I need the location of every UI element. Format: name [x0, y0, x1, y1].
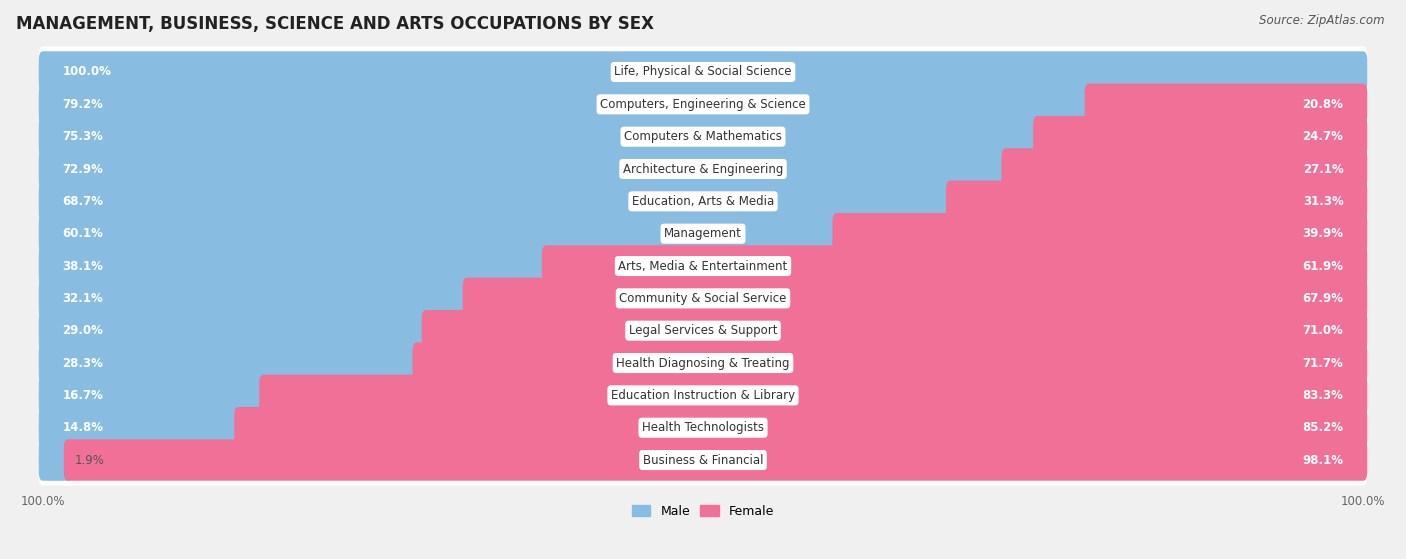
FancyBboxPatch shape — [63, 439, 1367, 481]
FancyBboxPatch shape — [832, 213, 1367, 254]
FancyBboxPatch shape — [946, 181, 1367, 222]
Text: Architecture & Engineering: Architecture & Engineering — [623, 163, 783, 176]
Text: 38.1%: 38.1% — [62, 259, 104, 273]
FancyBboxPatch shape — [39, 434, 1367, 486]
Text: 60.1%: 60.1% — [62, 227, 104, 240]
FancyBboxPatch shape — [39, 402, 1367, 453]
FancyBboxPatch shape — [39, 305, 1367, 356]
FancyBboxPatch shape — [412, 342, 1367, 383]
FancyBboxPatch shape — [39, 111, 1367, 162]
FancyBboxPatch shape — [39, 310, 430, 352]
Text: 16.7%: 16.7% — [62, 389, 104, 402]
Text: 68.7%: 68.7% — [62, 195, 104, 208]
Text: 79.2%: 79.2% — [62, 98, 104, 111]
Text: 29.0%: 29.0% — [62, 324, 104, 337]
FancyBboxPatch shape — [39, 176, 1367, 227]
Text: Arts, Media & Entertainment: Arts, Media & Entertainment — [619, 259, 787, 273]
Text: Source: ZipAtlas.com: Source: ZipAtlas.com — [1260, 14, 1385, 27]
Text: 72.9%: 72.9% — [62, 163, 104, 176]
Text: Education Instruction & Library: Education Instruction & Library — [612, 389, 794, 402]
Text: 31.3%: 31.3% — [1303, 195, 1344, 208]
FancyBboxPatch shape — [39, 144, 1367, 195]
Text: 39.9%: 39.9% — [1302, 227, 1344, 240]
FancyBboxPatch shape — [39, 278, 471, 319]
FancyBboxPatch shape — [39, 79, 1367, 130]
FancyBboxPatch shape — [39, 181, 953, 222]
Text: Health Technologists: Health Technologists — [643, 421, 763, 434]
Text: 20.8%: 20.8% — [1302, 98, 1344, 111]
FancyBboxPatch shape — [39, 116, 1040, 158]
Text: 98.1%: 98.1% — [1302, 453, 1344, 467]
FancyBboxPatch shape — [39, 84, 1092, 125]
FancyBboxPatch shape — [39, 148, 1010, 190]
FancyBboxPatch shape — [541, 245, 1367, 287]
Text: Health Diagnosing & Treating: Health Diagnosing & Treating — [616, 357, 790, 369]
Text: 27.1%: 27.1% — [1303, 163, 1344, 176]
FancyBboxPatch shape — [39, 439, 72, 481]
Text: Legal Services & Support: Legal Services & Support — [628, 324, 778, 337]
Text: 83.3%: 83.3% — [1302, 389, 1344, 402]
Text: 71.0%: 71.0% — [1303, 324, 1344, 337]
Text: Computers & Mathematics: Computers & Mathematics — [624, 130, 782, 143]
Text: 24.7%: 24.7% — [1302, 130, 1344, 143]
FancyBboxPatch shape — [39, 273, 1367, 324]
FancyBboxPatch shape — [39, 208, 1367, 259]
Legend: Male, Female: Male, Female — [627, 500, 779, 523]
FancyBboxPatch shape — [39, 46, 1367, 97]
Text: Computers, Engineering & Science: Computers, Engineering & Science — [600, 98, 806, 111]
Text: 75.3%: 75.3% — [62, 130, 104, 143]
Text: 100.0%: 100.0% — [62, 65, 111, 78]
Text: 1.9%: 1.9% — [75, 453, 104, 467]
FancyBboxPatch shape — [1001, 148, 1367, 190]
Text: 14.8%: 14.8% — [62, 421, 104, 434]
Text: Management: Management — [664, 227, 742, 240]
Text: 85.2%: 85.2% — [1302, 421, 1344, 434]
FancyBboxPatch shape — [39, 370, 1367, 421]
Text: MANAGEMENT, BUSINESS, SCIENCE AND ARTS OCCUPATIONS BY SEX: MANAGEMENT, BUSINESS, SCIENCE AND ARTS O… — [17, 15, 654, 33]
FancyBboxPatch shape — [259, 375, 1367, 416]
FancyBboxPatch shape — [39, 338, 1367, 389]
FancyBboxPatch shape — [39, 51, 1367, 93]
FancyBboxPatch shape — [39, 245, 550, 287]
FancyBboxPatch shape — [235, 407, 1367, 448]
Text: Life, Physical & Social Science: Life, Physical & Social Science — [614, 65, 792, 78]
Text: 61.9%: 61.9% — [1302, 259, 1344, 273]
FancyBboxPatch shape — [422, 310, 1367, 352]
Text: Business & Financial: Business & Financial — [643, 453, 763, 467]
Text: 28.3%: 28.3% — [62, 357, 104, 369]
FancyBboxPatch shape — [463, 278, 1367, 319]
Text: 67.9%: 67.9% — [1302, 292, 1344, 305]
Text: 71.7%: 71.7% — [1303, 357, 1344, 369]
FancyBboxPatch shape — [39, 240, 1367, 292]
FancyBboxPatch shape — [1033, 116, 1367, 158]
FancyBboxPatch shape — [39, 407, 242, 448]
FancyBboxPatch shape — [39, 375, 267, 416]
Text: Community & Social Service: Community & Social Service — [619, 292, 787, 305]
Text: Education, Arts & Media: Education, Arts & Media — [631, 195, 775, 208]
FancyBboxPatch shape — [39, 213, 841, 254]
FancyBboxPatch shape — [39, 342, 420, 383]
FancyBboxPatch shape — [1084, 84, 1367, 125]
Text: 32.1%: 32.1% — [62, 292, 103, 305]
